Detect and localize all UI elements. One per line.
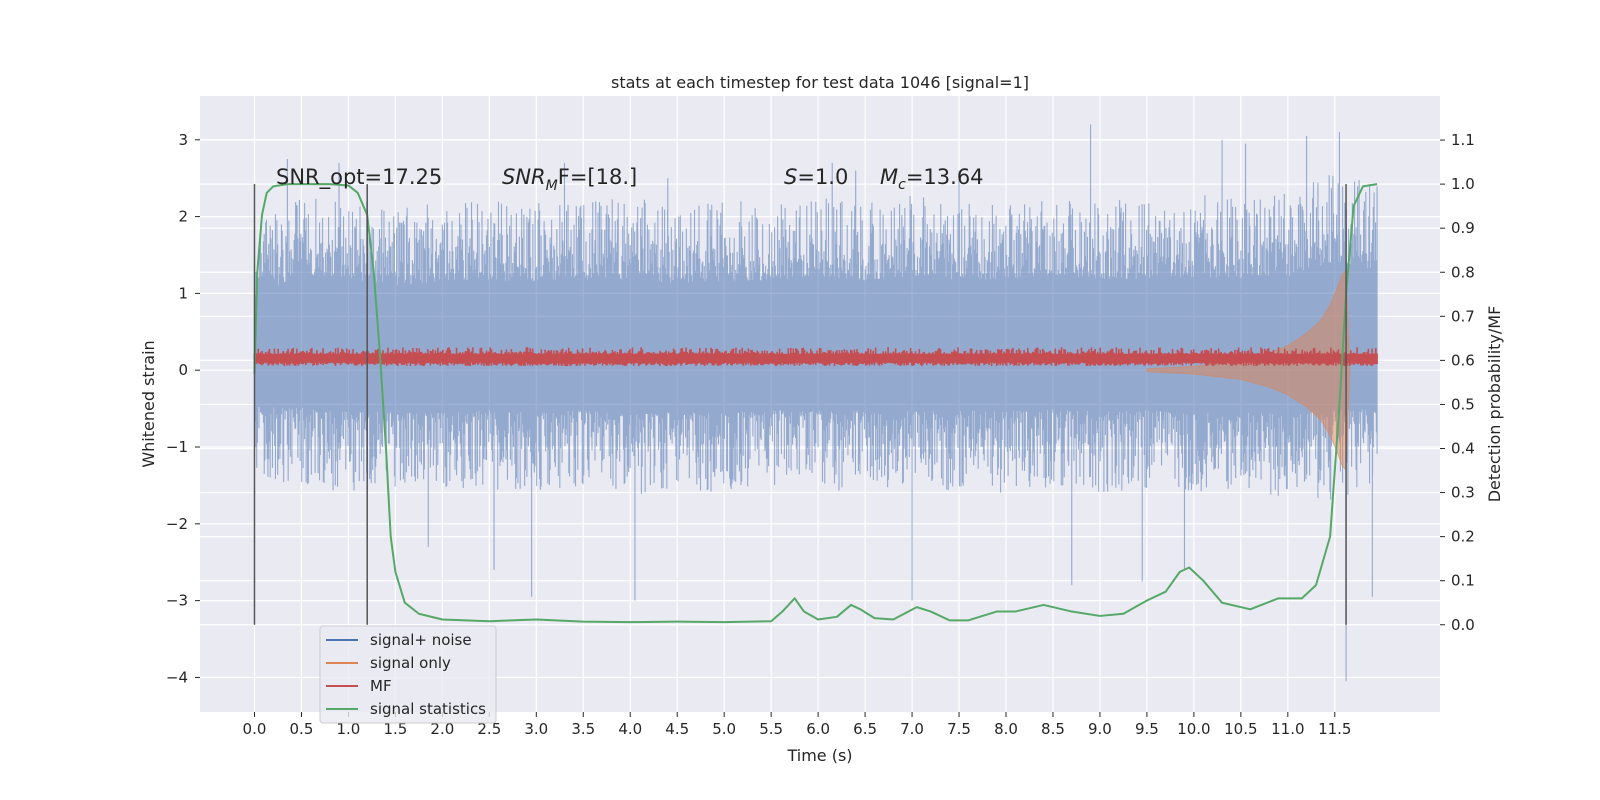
y2-tick-label: 0.5 (1451, 395, 1475, 413)
annotation-mc-subscript: c (898, 177, 906, 193)
legend-box (319, 625, 497, 724)
x-tick-label: 7.0 (900, 720, 924, 738)
y2-tick-label: 0.6 (1451, 351, 1475, 369)
y-tick-label: −4 (166, 668, 188, 686)
annotation-snr-mf-subscript: M (546, 178, 558, 194)
series-signal-statistics (253, 183, 1378, 624)
y-tick-label: 1 (178, 284, 188, 302)
annotation-mc-value: =13.64 (906, 165, 984, 189)
annotation-mc: Mc=13.64 (880, 165, 984, 193)
annotation-snr-mf-value: F=[18.] (558, 165, 637, 189)
x-tick-label: 6.0 (806, 720, 830, 738)
y-axis-label: Whitened strain (139, 340, 158, 467)
x-tick-label: 5.0 (712, 720, 736, 738)
y2-tick-label: 0.2 (1451, 528, 1475, 546)
y2-tick-label: 0.1 (1451, 572, 1475, 590)
legend-label-mf: MF (370, 677, 392, 695)
vertical-markers (253, 184, 1347, 625)
legend-label-signal-only: signal only (370, 654, 451, 672)
x-axis-label: Time (s) (786, 746, 852, 765)
annotation-s-value: =1.0 (797, 165, 848, 189)
x-tick-label: 8.5 (1041, 720, 1065, 738)
legend-label-signal-statistics: signal statistics (370, 700, 486, 718)
annotation-mc-symbol: M (880, 165, 898, 189)
y2-tick-label: 0.4 (1451, 440, 1475, 458)
x-tick-label: 4.0 (618, 720, 642, 738)
annotation-snr-opt: SNR_opt=17.25 (276, 165, 442, 190)
y-tick-label: −1 (166, 438, 188, 456)
x-tick-label: 5.5 (759, 720, 783, 738)
x-tick-label: 11.5 (1318, 720, 1351, 738)
annotation-s: S=1.0 (784, 165, 848, 189)
y2-tick-label: 0.9 (1451, 219, 1475, 237)
x-tick-label: 6.5 (853, 720, 877, 738)
axis-ticks: 0.0 0.5 1.0 1.5 2.0 2.5 3.0 3.5 4.0 4.5 5.0 5.5 6.0 6… (166, 131, 1475, 738)
x-tick-label: 2.0 (430, 720, 454, 738)
annotation-snr-mf-symbol: SNR (502, 165, 546, 189)
legend: signal+ noise signal only MF signal stat… (319, 625, 497, 724)
x-tick-label: 7.5 (947, 720, 971, 738)
x-tick-label: 10.0 (1177, 720, 1210, 738)
y2-tick-label: 1.1 (1451, 131, 1475, 149)
x-tick-label: 11.0 (1271, 720, 1304, 738)
x-tick-label: 3.0 (524, 720, 548, 738)
y-tick-label: 0 (178, 361, 188, 379)
y2-tick-label: 0.0 (1451, 616, 1475, 634)
y2-tick-label: 0.7 (1451, 307, 1475, 325)
x-tick-label: 1.5 (383, 720, 407, 738)
x-tick-label: 0.0 (243, 720, 267, 738)
x-tick-label: 3.5 (571, 720, 595, 738)
x-tick-label: 9.5 (1135, 720, 1159, 738)
x-tick-label: 9.0 (1088, 720, 1112, 738)
x-tick-label: 2.5 (477, 720, 501, 738)
x-tick-label: 0.5 (290, 720, 314, 738)
y2-axis-label: Detection probability/MF (1485, 306, 1504, 503)
legend-label-signal-noise: signal+ noise (370, 631, 472, 649)
chart-title: stats at each timestep for test data 104… (611, 73, 1029, 92)
y2-tick-label: 0.8 (1451, 263, 1475, 281)
annotation-s-symbol: S (784, 165, 797, 189)
x-tick-label: 1.0 (336, 720, 360, 738)
annotation-snr-mf: SNRMF=[18.] (502, 165, 637, 194)
y2-tick-label: 1.0 (1451, 175, 1475, 193)
x-tick-label: 4.5 (665, 720, 689, 738)
x-tick-label: 8.0 (994, 720, 1018, 738)
y-tick-label: 2 (178, 208, 188, 226)
y-tick-label: 3 (178, 131, 188, 149)
data-series (253, 124, 1378, 682)
y-tick-label: −2 (166, 515, 188, 533)
y-tick-label: −3 (166, 592, 188, 610)
y2-tick-label: 0.3 (1451, 484, 1475, 502)
x-tick-label: 10.5 (1224, 720, 1257, 738)
